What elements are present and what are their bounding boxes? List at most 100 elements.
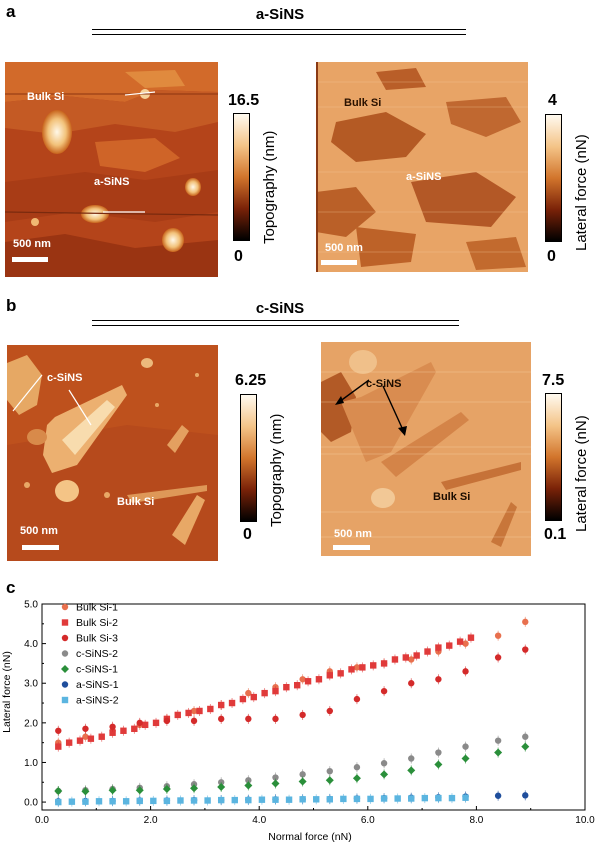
data-point: [435, 644, 442, 651]
data-point: [408, 656, 415, 663]
data-point: [245, 689, 252, 697]
colorbar-axis-label: Lateral force (nN): [573, 415, 590, 532]
data-point: [494, 792, 502, 799]
data-point: [446, 642, 453, 649]
data-point: [408, 680, 415, 687]
data-point: [95, 798, 103, 805]
data-point: [421, 794, 429, 802]
data-point: [353, 764, 361, 771]
data-point: [294, 682, 301, 689]
colorbar-axis-label: Topography (nm): [261, 130, 278, 244]
scale-bar: [321, 260, 357, 265]
data-point: [82, 733, 89, 740]
data-point: [313, 796, 320, 803]
title-underline-a: [92, 29, 466, 35]
data-point: [299, 771, 306, 778]
data-point: [204, 797, 211, 804]
data-point: [448, 794, 456, 802]
label-sample: c-SiNS: [47, 372, 83, 384]
data-point: [348, 666, 355, 673]
colorbar-max: 4: [548, 92, 557, 109]
data-point: [353, 795, 361, 803]
data-point: [359, 664, 366, 671]
data-point: [272, 687, 279, 695]
data-point: [217, 783, 226, 792]
data-point: [109, 798, 116, 805]
data-point: [122, 798, 130, 805]
colorbar-axis-label: Topography (nm): [268, 413, 285, 527]
scale-bar: [22, 545, 59, 550]
data-point: [380, 795, 388, 802]
series-bulk-si-3: [55, 644, 529, 736]
colorbar-topography: [233, 113, 250, 241]
data-point: [380, 660, 388, 667]
data-point: [76, 737, 84, 744]
data-point: [326, 796, 333, 803]
x-axis-label: Normal force (nN): [268, 831, 351, 843]
label-sample: a-SiNS: [94, 176, 130, 188]
y-tick-label: 1.0: [24, 758, 38, 769]
plot-frame: [41, 603, 586, 811]
data-point: [435, 676, 442, 683]
label-sample: c-SiNS: [366, 378, 402, 390]
data-point: [380, 687, 388, 695]
data-point: [522, 792, 529, 799]
data-point: [258, 796, 266, 803]
data-point: [522, 733, 529, 740]
data-point: [55, 727, 62, 734]
data-point: [163, 717, 171, 725]
y-tick-label: 3.0: [24, 679, 38, 690]
colorbar-lateral-force: [545, 393, 562, 521]
afm-topography-image-a: [5, 62, 218, 277]
data-point: [109, 729, 116, 736]
chart-legend: Bulk Si-1 Bulk Si-2 Bulk Si-3 c-SiNS-2 c-SiN…: [61, 602, 119, 707]
x-tick-label: 4.0: [252, 815, 266, 826]
data-point: [434, 760, 443, 769]
data-point: [245, 796, 252, 804]
label-bulk-si: Bulk Si: [27, 91, 65, 103]
data-point: [228, 699, 236, 707]
data-point: [494, 632, 502, 639]
data-point: [82, 798, 89, 805]
data-point: [299, 711, 306, 719]
data-point: [462, 668, 469, 675]
data-point: [424, 648, 431, 655]
scale-bar: [12, 257, 48, 262]
colorbar-max: 7.5: [542, 372, 565, 389]
data-point: [522, 646, 529, 653]
data-point: [353, 664, 361, 671]
scale-bar-label: 500 nm: [20, 525, 58, 537]
y-tick-label: 5.0: [24, 600, 38, 611]
data-point: [190, 707, 198, 715]
y-axis-label: Lateral force (nN): [1, 651, 13, 733]
data-point: [177, 797, 184, 804]
colorbar-min: 0.1: [544, 526, 567, 543]
data-point: [326, 707, 333, 715]
label-bulk-si: Bulk Si: [433, 491, 471, 503]
data-point: [337, 670, 344, 677]
data-point: [98, 733, 105, 740]
scale-bar-label: 500 nm: [325, 242, 363, 254]
colorbar-min: 0: [547, 248, 556, 265]
lateral-vs-normal-force-chart: 0.0 2.0 4.0 6.0 8.0 10.0 0.0 1.0 2.0 3.0 4.0 5.0 Bu…: [1, 600, 595, 844]
data-point: [367, 795, 374, 803]
data-point: [283, 683, 290, 691]
data-point: [462, 743, 469, 750]
data-point: [462, 640, 469, 647]
data-point: [521, 742, 530, 751]
data-point: [190, 784, 199, 793]
legend-marker: [61, 665, 69, 673]
data-point: [494, 654, 502, 661]
data-point: [108, 786, 117, 795]
data-point: [81, 787, 90, 796]
data-point: [162, 785, 171, 794]
legend-label: Bulk Si-2: [76, 617, 118, 629]
data-point: [82, 725, 89, 732]
data-point: [244, 781, 253, 790]
data-point: [413, 652, 420, 659]
legend-marker: [61, 696, 69, 704]
legend-label: Bulk Si-3: [76, 633, 118, 645]
data-point: [326, 672, 333, 679]
data-point: [408, 795, 415, 802]
colorbar-min: 0: [243, 526, 252, 543]
